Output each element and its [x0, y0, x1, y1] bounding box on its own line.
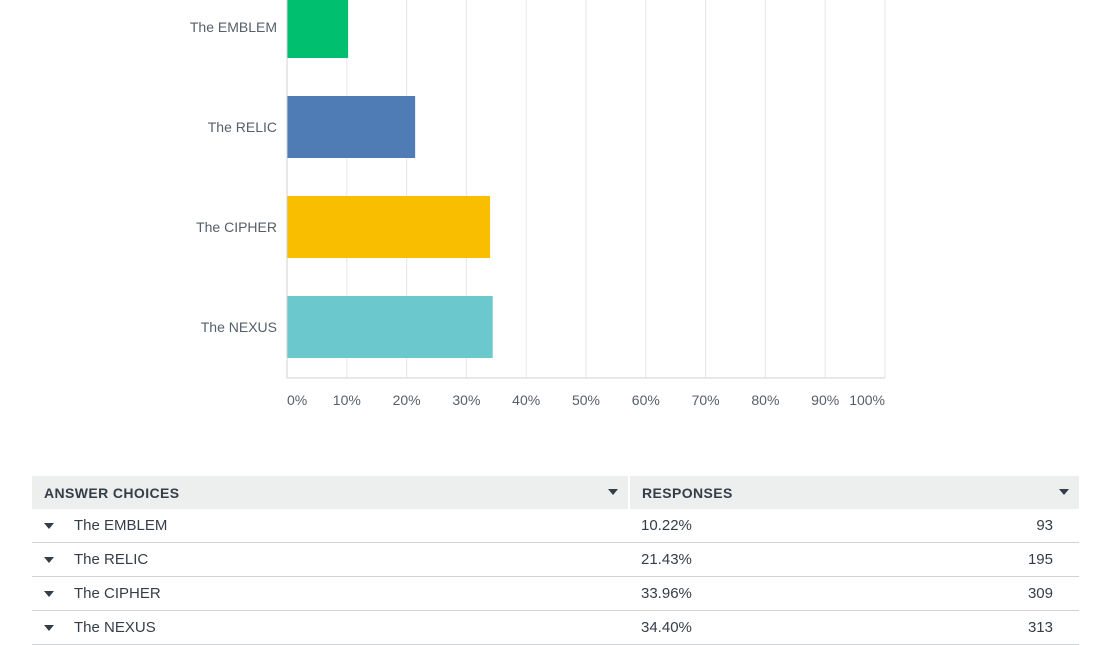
x-tick-label: 80%	[751, 392, 779, 408]
x-tick-label: 40%	[512, 392, 540, 408]
x-tick-labels: 0% 10% 20% 30% 40% 50% 60% 70% 80% 90% 100%	[287, 392, 885, 408]
choice-cell: The EMBLEM	[32, 509, 629, 543]
x-tick-label: 0%	[287, 392, 307, 408]
percent-cell: 34.40%	[629, 610, 854, 645]
bar[interactable]	[287, 296, 493, 358]
answer-choices-header[interactable]: ANSWER CHOICES	[32, 476, 630, 509]
sort-caret-icon[interactable]	[1059, 489, 1069, 495]
category-label: The RELIC	[208, 119, 277, 135]
sort-caret-icon[interactable]	[608, 489, 618, 495]
count-cell: 309	[854, 576, 1079, 611]
count-cell: 195	[854, 542, 1079, 577]
category-label: The EMBLEM	[190, 19, 277, 35]
table-row: The RELIC 21.43% 195	[32, 542, 1079, 577]
category-labels: The EMBLEM The RELIC The CIPHER The NEXUS	[190, 19, 277, 335]
expand-caret-icon[interactable]	[44, 557, 54, 564]
percent-cell: 21.43%	[629, 542, 854, 577]
answer-choices-table: ANSWER CHOICES RESPONSES The EMBLEM 10.2…	[32, 476, 1079, 645]
x-tick-label: 20%	[393, 392, 421, 408]
choice-label: The NEXUS	[74, 619, 156, 636]
x-tick-label: 100%	[849, 392, 885, 408]
responses-header-label: RESPONSES	[642, 484, 733, 501]
choice-label: The CIPHER	[74, 585, 161, 602]
choice-label: The EMBLEM	[74, 517, 168, 534]
category-label: The NEXUS	[201, 319, 277, 335]
expand-caret-icon[interactable]	[44, 523, 54, 530]
percent-cell: 33.96%	[629, 576, 854, 611]
expand-caret-icon[interactable]	[44, 591, 54, 598]
x-tick-label: 60%	[632, 392, 660, 408]
x-tick-label: 70%	[692, 392, 720, 408]
table-header-row: ANSWER CHOICES RESPONSES	[32, 476, 1079, 509]
x-tick-label: 50%	[572, 392, 600, 408]
table-row: The CIPHER 33.96% 309	[32, 576, 1079, 611]
grid-lines	[346, 0, 886, 378]
choice-cell: The RELIC	[32, 542, 629, 577]
x-tick-label: 30%	[452, 392, 480, 408]
bar[interactable]	[287, 96, 416, 158]
responses-header[interactable]: RESPONSES	[629, 476, 1079, 509]
answer-choices-header-label: ANSWER CHOICES	[44, 484, 180, 501]
count-cell: 93	[854, 509, 1079, 543]
count-cell: 313	[854, 610, 1079, 645]
bar[interactable]	[287, 0, 349, 58]
x-tick-label: 90%	[811, 392, 839, 408]
bar[interactable]	[287, 196, 491, 258]
category-label: The CIPHER	[196, 219, 277, 235]
choice-label: The RELIC	[74, 551, 149, 568]
table-row: The NEXUS 34.40% 313	[32, 610, 1079, 645]
bar-chart: The EMBLEM The RELIC The CIPHER The NEXUS 0…	[190, 0, 886, 408]
table-row: The EMBLEM 10.22% 93	[32, 509, 1079, 543]
bars	[287, 0, 493, 358]
choice-cell: The NEXUS	[32, 610, 629, 645]
choice-cell: The CIPHER	[32, 576, 629, 611]
x-tick-label: 10%	[333, 392, 361, 408]
percent-cell: 10.22%	[629, 509, 854, 543]
expand-caret-icon[interactable]	[44, 625, 54, 632]
